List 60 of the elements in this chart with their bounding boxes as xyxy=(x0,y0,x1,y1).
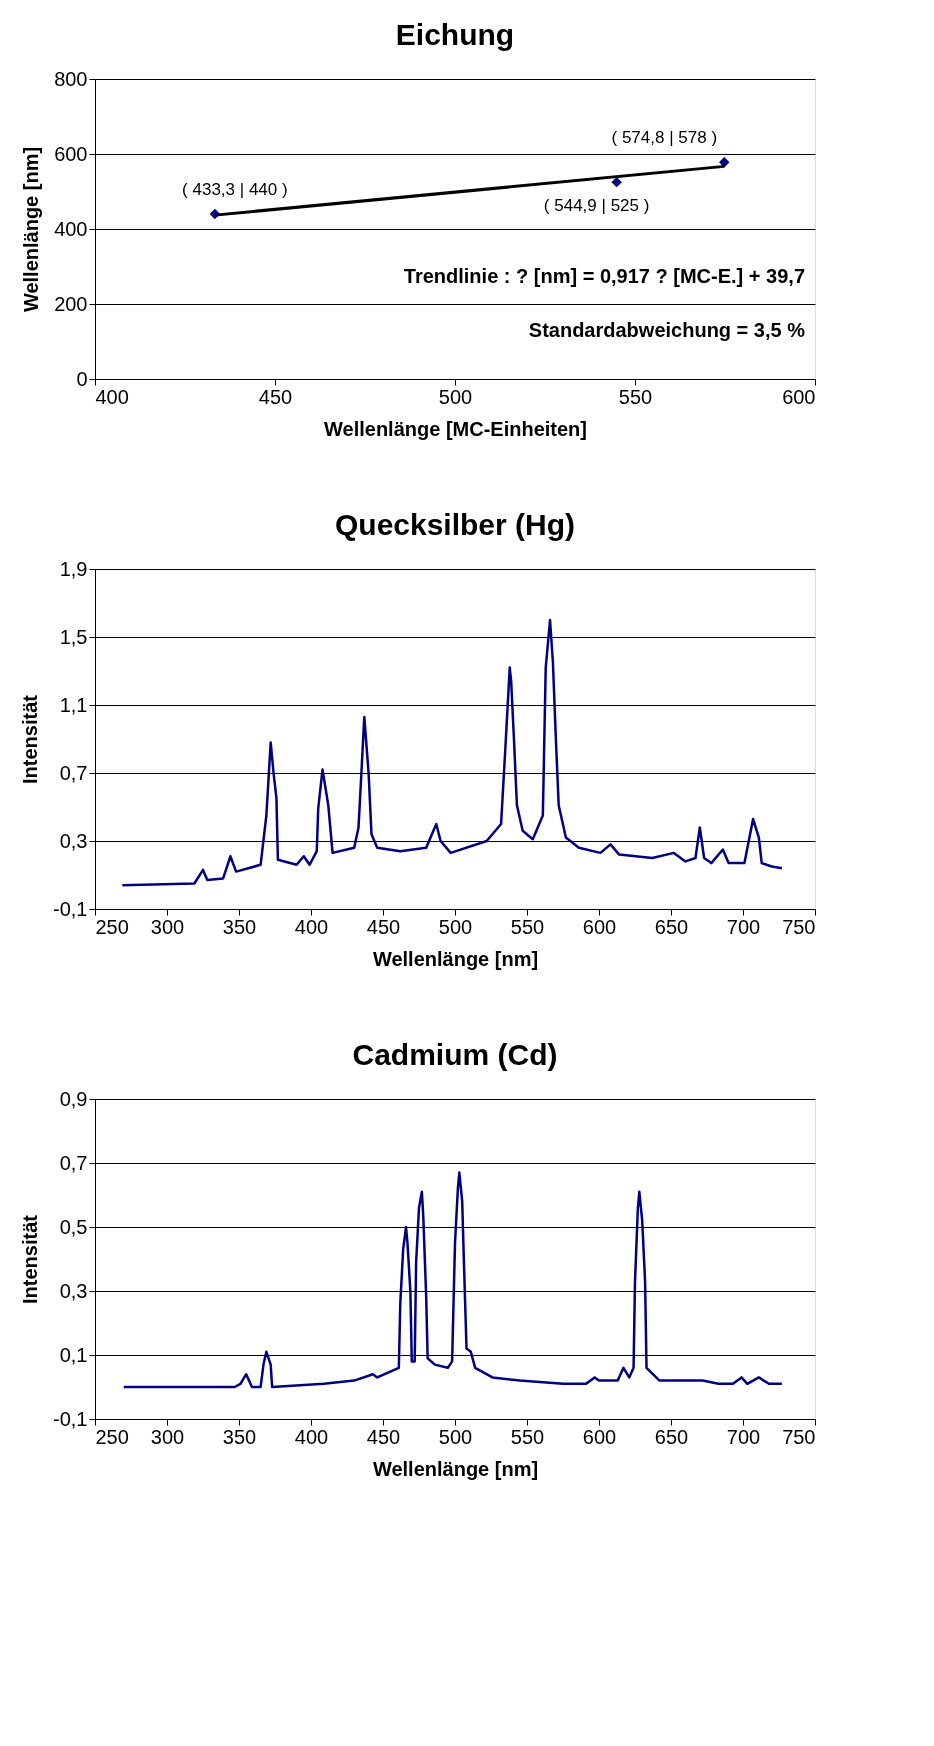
x-tick-label: 400 xyxy=(95,385,129,408)
x-tick-label: 550 xyxy=(510,1425,545,1448)
line-series xyxy=(122,1171,784,1389)
x-tick-label: 700 xyxy=(726,915,761,938)
y-tick-label: 600 xyxy=(54,142,88,165)
y-tick-label: 800 xyxy=(54,67,88,90)
annotation: ( 544,9 | 525 ) xyxy=(543,196,650,216)
x-tick-label: 350 xyxy=(222,1425,257,1448)
y-tick-label: 1,5 xyxy=(59,625,88,648)
annotation: Standardabweichung = 3,5 % xyxy=(528,319,806,341)
annotation: ( 433,3 | 440 ) xyxy=(182,180,288,199)
annotation: ( 574,8 | 578 ) xyxy=(611,128,718,148)
x-tick-label: 600 xyxy=(582,1425,617,1448)
y-tick-label: 400 xyxy=(54,217,88,240)
y-axis-title: Intensität xyxy=(19,694,42,784)
y-axis-title: Intensität xyxy=(19,1214,42,1304)
x-tick-label: 750 xyxy=(782,1425,816,1448)
x-tick-label: 250 xyxy=(95,1425,129,1448)
y-tick-label: -0,1 xyxy=(53,1407,88,1430)
x-tick-label: 250 xyxy=(95,915,129,938)
x-tick-label: 400 xyxy=(294,1425,329,1448)
chart-title: Cadmium (Cd) xyxy=(352,1038,558,1071)
y-tick-label: 0 xyxy=(76,367,88,390)
x-axis-title: Wellenlänge [nm] xyxy=(372,947,539,970)
y-tick-label: 0,3 xyxy=(59,829,88,852)
y-tick-label: 0,9 xyxy=(59,1087,88,1110)
x-tick-label: 700 xyxy=(726,1425,761,1448)
x-tick-label: 750 xyxy=(782,915,816,938)
y-tick-label: 1,1 xyxy=(59,693,88,716)
x-tick-label: 600 xyxy=(582,915,617,938)
y-tick-label: 0,7 xyxy=(59,1151,88,1174)
x-tick-label: 450 xyxy=(258,385,293,408)
y-tick-label: 0,1 xyxy=(59,1343,88,1366)
y-tick-label: 0,5 xyxy=(59,1215,88,1238)
x-tick-label: 550 xyxy=(510,915,545,938)
y-tick-label: -0,1 xyxy=(53,897,88,920)
x-tick-label: 500 xyxy=(438,915,473,938)
annotation: Trendlinie : ? [nm] = 0,917 ? [MC-E.] + 39,7 xyxy=(403,265,805,287)
y-tick-label: 0,7 xyxy=(59,761,88,784)
y-tick-label: 1,9 xyxy=(59,557,88,580)
x-tick-label: 300 xyxy=(150,915,185,938)
y-tick-label: 200 xyxy=(54,292,88,315)
x-tick-label: 650 xyxy=(654,1425,689,1448)
x-tick-label: 500 xyxy=(438,385,473,408)
x-tick-label: 650 xyxy=(654,915,689,938)
x-tick-label: 500 xyxy=(438,1425,473,1448)
y-tick-label: 0,3 xyxy=(59,1279,88,1302)
line-series xyxy=(121,618,784,887)
x-axis-title: Wellenlänge [nm] xyxy=(372,1457,539,1480)
chart-title: Eichung xyxy=(395,18,515,51)
x-axis-title: Wellenlänge [MC-Einheiten] xyxy=(324,417,587,440)
x-tick-label: 350 xyxy=(222,915,257,938)
x-tick-label: 450 xyxy=(366,1425,401,1448)
x-tick-label: 300 xyxy=(150,1425,185,1448)
x-tick-label: 400 xyxy=(294,915,329,938)
y-axis-title: Wellenlänge [nm] xyxy=(20,146,43,313)
x-tick-label: 450 xyxy=(366,915,401,938)
chart-title: Quecksilber (Hg) xyxy=(334,508,576,541)
x-tick-label: 600 xyxy=(782,385,816,408)
x-tick-label: 550 xyxy=(618,385,653,408)
